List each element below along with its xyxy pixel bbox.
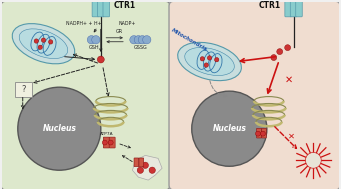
- Text: Nucleus: Nucleus: [212, 124, 246, 133]
- FancyBboxPatch shape: [92, 0, 99, 17]
- Text: GSH: GSH: [89, 45, 99, 50]
- FancyBboxPatch shape: [285, 0, 291, 17]
- FancyArrowPatch shape: [240, 57, 276, 63]
- Circle shape: [34, 39, 39, 43]
- Polygon shape: [132, 155, 162, 180]
- Circle shape: [142, 162, 148, 168]
- Ellipse shape: [185, 47, 234, 76]
- Circle shape: [102, 140, 107, 145]
- Circle shape: [271, 55, 277, 60]
- Circle shape: [149, 167, 155, 173]
- Circle shape: [261, 131, 265, 136]
- FancyArrowPatch shape: [74, 54, 98, 63]
- Circle shape: [143, 36, 151, 44]
- FancyArrowPatch shape: [122, 156, 132, 162]
- FancyBboxPatch shape: [109, 137, 115, 148]
- Ellipse shape: [178, 42, 241, 81]
- FancyArrowPatch shape: [267, 63, 278, 93]
- FancyArrowPatch shape: [275, 127, 296, 148]
- FancyBboxPatch shape: [103, 137, 109, 148]
- FancyArrowPatch shape: [65, 57, 94, 60]
- FancyBboxPatch shape: [169, 1, 340, 189]
- Text: ?: ?: [21, 85, 26, 94]
- Circle shape: [204, 63, 208, 67]
- FancyBboxPatch shape: [15, 82, 32, 97]
- Circle shape: [48, 40, 53, 44]
- Circle shape: [108, 140, 113, 145]
- FancyBboxPatch shape: [290, 0, 297, 17]
- FancyArrowPatch shape: [103, 68, 109, 96]
- Text: NADPH+ + H+: NADPH+ + H+: [66, 21, 102, 26]
- FancyBboxPatch shape: [296, 0, 302, 17]
- Ellipse shape: [12, 24, 75, 64]
- Text: GR: GR: [116, 29, 123, 34]
- FancyArrowPatch shape: [210, 81, 227, 97]
- Text: CTR1: CTR1: [114, 1, 136, 10]
- Text: Mitochondria: Mitochondria: [171, 27, 209, 52]
- Circle shape: [130, 36, 138, 44]
- Circle shape: [18, 87, 101, 170]
- FancyArrowPatch shape: [106, 37, 122, 39]
- Circle shape: [92, 36, 100, 44]
- FancyArrowPatch shape: [34, 66, 94, 83]
- Circle shape: [214, 57, 219, 62]
- FancyBboxPatch shape: [256, 128, 261, 138]
- Text: NADP+: NADP+: [119, 21, 136, 26]
- FancyArrowPatch shape: [107, 41, 123, 43]
- FancyBboxPatch shape: [98, 0, 104, 17]
- Text: Nucleus: Nucleus: [42, 124, 76, 133]
- Circle shape: [200, 57, 205, 61]
- Circle shape: [207, 56, 212, 60]
- Circle shape: [277, 49, 283, 55]
- Circle shape: [138, 36, 147, 44]
- Text: CTR1: CTR1: [258, 1, 281, 10]
- FancyArrowPatch shape: [94, 29, 97, 32]
- FancyBboxPatch shape: [134, 158, 139, 167]
- Circle shape: [255, 131, 261, 136]
- FancyBboxPatch shape: [262, 128, 266, 138]
- FancyArrowPatch shape: [100, 29, 102, 51]
- FancyBboxPatch shape: [103, 0, 109, 17]
- Circle shape: [98, 56, 104, 63]
- Circle shape: [137, 167, 144, 173]
- Circle shape: [38, 45, 42, 50]
- Ellipse shape: [19, 29, 68, 59]
- Circle shape: [285, 45, 291, 51]
- FancyArrowPatch shape: [21, 98, 24, 108]
- Circle shape: [87, 36, 95, 44]
- FancyBboxPatch shape: [139, 158, 144, 167]
- Circle shape: [306, 153, 321, 168]
- Text: ✕: ✕: [284, 74, 293, 84]
- Text: ✕: ✕: [288, 131, 295, 140]
- Circle shape: [192, 91, 267, 166]
- FancyBboxPatch shape: [1, 1, 170, 189]
- Text: ATP7A: ATP7A: [100, 132, 114, 136]
- Text: GSSG: GSSG: [133, 45, 147, 50]
- FancyArrowPatch shape: [120, 144, 130, 148]
- Circle shape: [134, 36, 143, 44]
- Circle shape: [41, 38, 46, 42]
